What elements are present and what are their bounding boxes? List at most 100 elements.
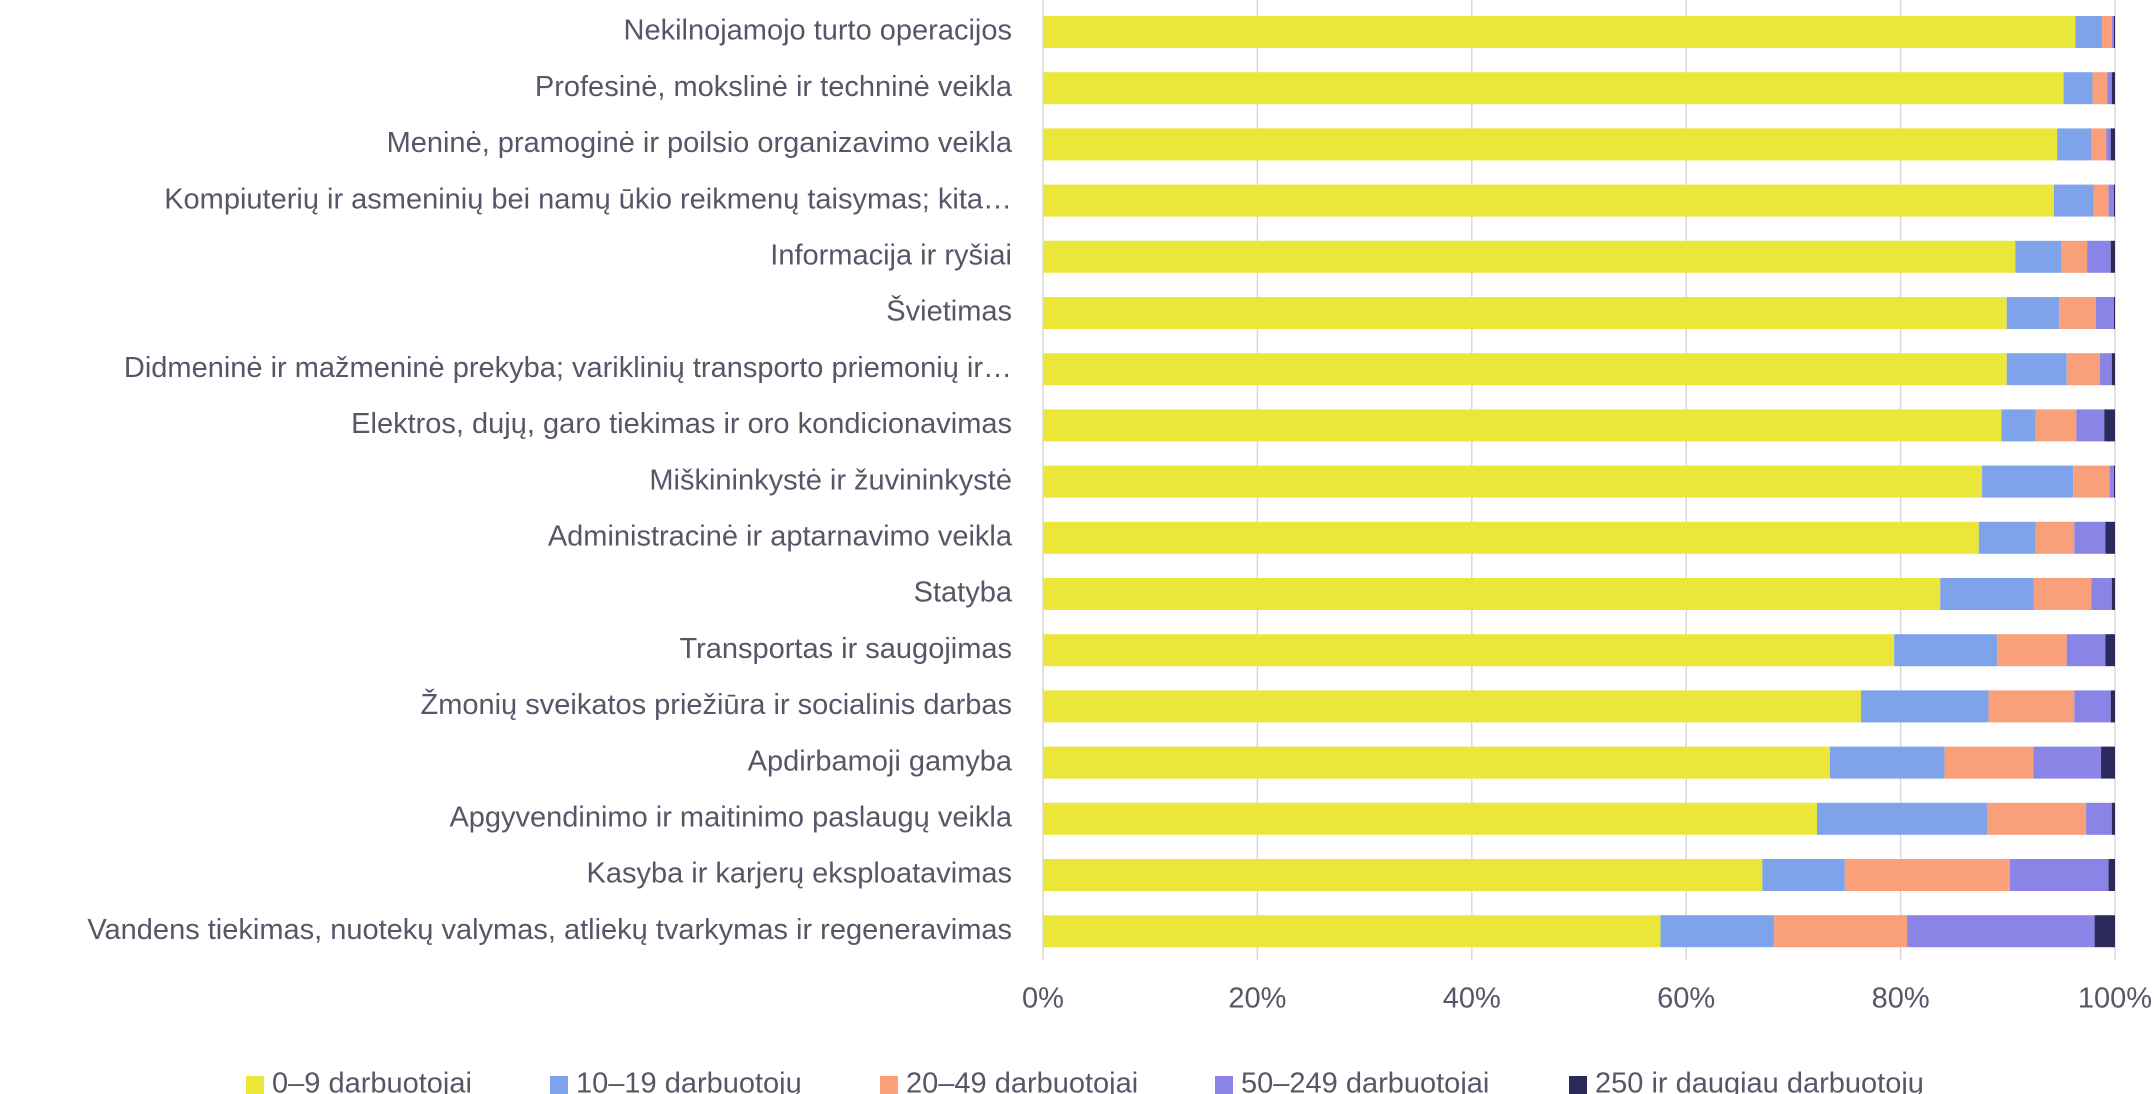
bar-segment [1043,634,1895,667]
bar-segment [2066,353,2100,386]
bar-segment [2006,353,2067,386]
category-label: Meninė, pramoginė ir poilsio organizavim… [387,127,1013,159]
legend-label: 0–9 darbuotojai [272,1068,472,1094]
bar-segment [2105,521,2115,554]
bar-segment [1762,859,1845,891]
bar-segment [2101,746,2115,779]
bar-segment [1043,578,1941,610]
bar-segment [2076,409,2105,442]
category-label: Apdirbamoji gamyba [748,745,1013,777]
bar-segment [2113,465,2115,498]
bar-segment [2006,297,2060,329]
bar-segment [1043,72,2064,105]
legend-label: 50–249 darbuotojai [1241,1068,1489,1094]
bar-segment [2063,72,2093,105]
bar-segment [2111,16,2114,48]
bar-segment [2106,128,2111,161]
bar-segment [2075,16,2103,48]
bar-segment [1043,915,1661,948]
bar-segment [2105,634,2115,667]
bar-segment [2099,353,2112,386]
category-label: Statyba [914,577,1013,609]
bar-segment [1043,521,1979,554]
bar-segment [1894,634,1998,667]
legend-swatch [1569,1076,1587,1094]
bar-segment [1829,746,1945,779]
bar-segment [2061,240,2088,273]
bar-segment [2035,521,2075,554]
bar-segment [2091,128,2107,161]
bar-segment [1043,746,1830,779]
bar-segment [1043,16,2076,48]
bar-segment [1043,409,2002,442]
bar-segment [1043,184,2054,217]
bar-segment [2086,802,2112,835]
bar-segment [2001,409,2036,442]
bar-segment [1043,859,1763,891]
legend-label: 20–49 darbuotojai [906,1068,1138,1094]
category-label: Kasyba ir karjerų eksploatavimas [586,858,1012,890]
bar-segment [1978,521,2036,554]
bar-segment [2092,72,2108,105]
bar-segment [2087,240,2111,273]
bar-segment [1043,353,2007,386]
legend-label: 10–19 darbuotojų [576,1068,802,1094]
category-label: Transportas ir saugojimas [679,633,1012,665]
legend-swatch [1215,1076,1233,1094]
bar-segment [1043,297,2007,329]
bar-segment [1043,465,1983,498]
bar-segment [1816,802,1988,835]
bar-segment [1774,915,1908,948]
bar-segment [2073,465,2110,498]
bar-segment [2009,859,2109,891]
bar-segment [2102,16,2112,48]
bar-segment [2033,578,2092,610]
bar-segment [2110,128,2115,161]
bar-segment [2057,128,2092,161]
bar-segment [1982,465,2074,498]
bar-segment [2113,184,2115,217]
bar-segment [2111,578,2115,610]
bar-segment [1043,690,1861,723]
bar-segment [2033,746,2102,779]
bar-segment [1043,128,2058,161]
bar-segment [1907,915,2095,948]
legend-label: 250 ir daugiau darbuotojų [1595,1068,1924,1094]
category-label: Administracinė ir aptarnavimo veikla [548,520,1013,552]
bar-segment [2093,184,2109,217]
bar-segment [2108,859,2115,891]
category-label: Švietimas [886,294,1012,328]
bar-segment [1043,802,1817,835]
bar-segment [2110,690,2115,723]
bar-segment [2095,297,2114,329]
x-tick-label: 0% [1022,983,1064,1015]
bar-segment [2113,297,2115,329]
bar-segment [1043,240,2016,273]
bar-segment [2107,72,2112,105]
bar-segment [2111,802,2115,835]
bar-segment [2035,409,2077,442]
bar-segment [1988,690,2075,723]
category-label: Miškininkystė ir žuvininkystė [649,464,1012,496]
bar-segment [2015,240,2062,273]
legend-swatch [550,1076,568,1094]
legend-swatch [880,1076,898,1094]
category-label: Didmeninė ir mažmeninė prekyba; variklin… [124,352,1012,384]
bar-segment [1987,802,2087,835]
category-label: Žmonių sveikatos priežiūra ir socialinis… [420,688,1012,721]
bar-segment [1660,915,1775,948]
bar-segment [2074,690,2111,723]
bar-segment [1944,746,2034,779]
bar-segment [2108,184,2114,217]
bar-segment [2111,353,2115,386]
bar-segment [2104,409,2115,442]
category-label: Vandens tiekimas, nuotekų valymas, atlie… [87,914,1012,946]
bar-segment [2113,16,2115,48]
bar-segment [2059,297,2096,329]
bar-segment [2066,634,2106,667]
bar-segment [1940,578,2034,610]
bar-segment [1997,634,2067,667]
bar-segment [2091,578,2112,610]
bar-segment [2094,915,2115,948]
